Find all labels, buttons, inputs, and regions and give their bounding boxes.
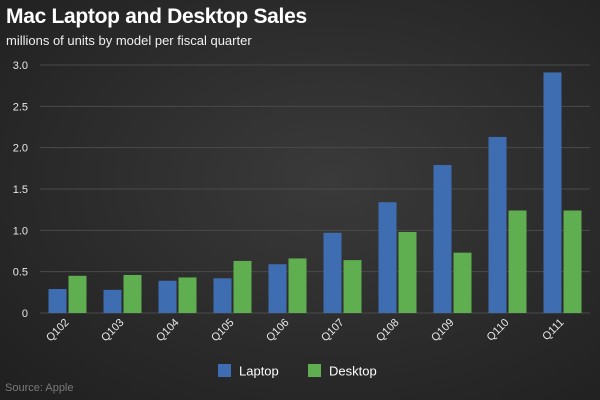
legend-swatch-desktop bbox=[308, 364, 321, 377]
bar-laptop bbox=[213, 278, 232, 313]
bar-desktop bbox=[398, 231, 417, 313]
bar-laptop bbox=[433, 165, 452, 313]
bar-desktop bbox=[123, 274, 142, 313]
bar-desktop bbox=[178, 277, 197, 313]
x-tick-label: Q102 bbox=[44, 317, 72, 345]
y-tick-label: 1.5 bbox=[13, 184, 28, 196]
chart-title: Mac Laptop and Desktop Sales bbox=[6, 5, 307, 28]
x-tick-label: Q105 bbox=[209, 317, 237, 345]
bar-desktop bbox=[68, 275, 87, 313]
x-tick-label: Q103 bbox=[99, 317, 127, 345]
bar-laptop bbox=[378, 202, 397, 313]
x-tick-label: Q108 bbox=[374, 317, 402, 345]
legend-swatch-laptop bbox=[218, 364, 231, 377]
x-tick-label: Q107 bbox=[319, 317, 347, 345]
bar-desktop bbox=[508, 210, 527, 313]
source-note: Source: Apple bbox=[5, 382, 74, 394]
bar-laptop bbox=[543, 72, 562, 313]
legend-label-desktop: Desktop bbox=[329, 364, 377, 379]
x-tick-label: Q111 bbox=[540, 317, 566, 343]
y-tick-label: 1.0 bbox=[13, 225, 28, 237]
y-tick-label: 0 bbox=[22, 308, 28, 320]
x-tick-label: Q104 bbox=[154, 317, 182, 345]
bar-desktop bbox=[233, 260, 252, 313]
y-tick-label: 2.5 bbox=[13, 101, 28, 113]
chart-subtitle: millions of units by model per fiscal qu… bbox=[6, 33, 252, 48]
x-tick-label: Q106 bbox=[264, 317, 292, 345]
legend-label-laptop: Laptop bbox=[239, 364, 279, 379]
bar-laptop bbox=[48, 289, 67, 313]
bar-laptop bbox=[488, 136, 507, 313]
x-tick-label: Q110 bbox=[485, 317, 512, 344]
bar-laptop bbox=[323, 232, 342, 313]
bar-laptop bbox=[268, 264, 287, 313]
bar-desktop bbox=[343, 260, 362, 313]
bar-laptop bbox=[103, 289, 122, 313]
bar-desktop bbox=[453, 252, 472, 313]
bar-desktop bbox=[563, 210, 582, 313]
y-tick-label: 2.0 bbox=[13, 143, 28, 155]
x-tick-label: Q109 bbox=[429, 317, 457, 345]
bar-laptop bbox=[158, 280, 177, 313]
y-tick-label: 3.0 bbox=[13, 60, 28, 72]
y-tick-label: 0.5 bbox=[13, 267, 28, 279]
bar-desktop bbox=[288, 258, 307, 313]
